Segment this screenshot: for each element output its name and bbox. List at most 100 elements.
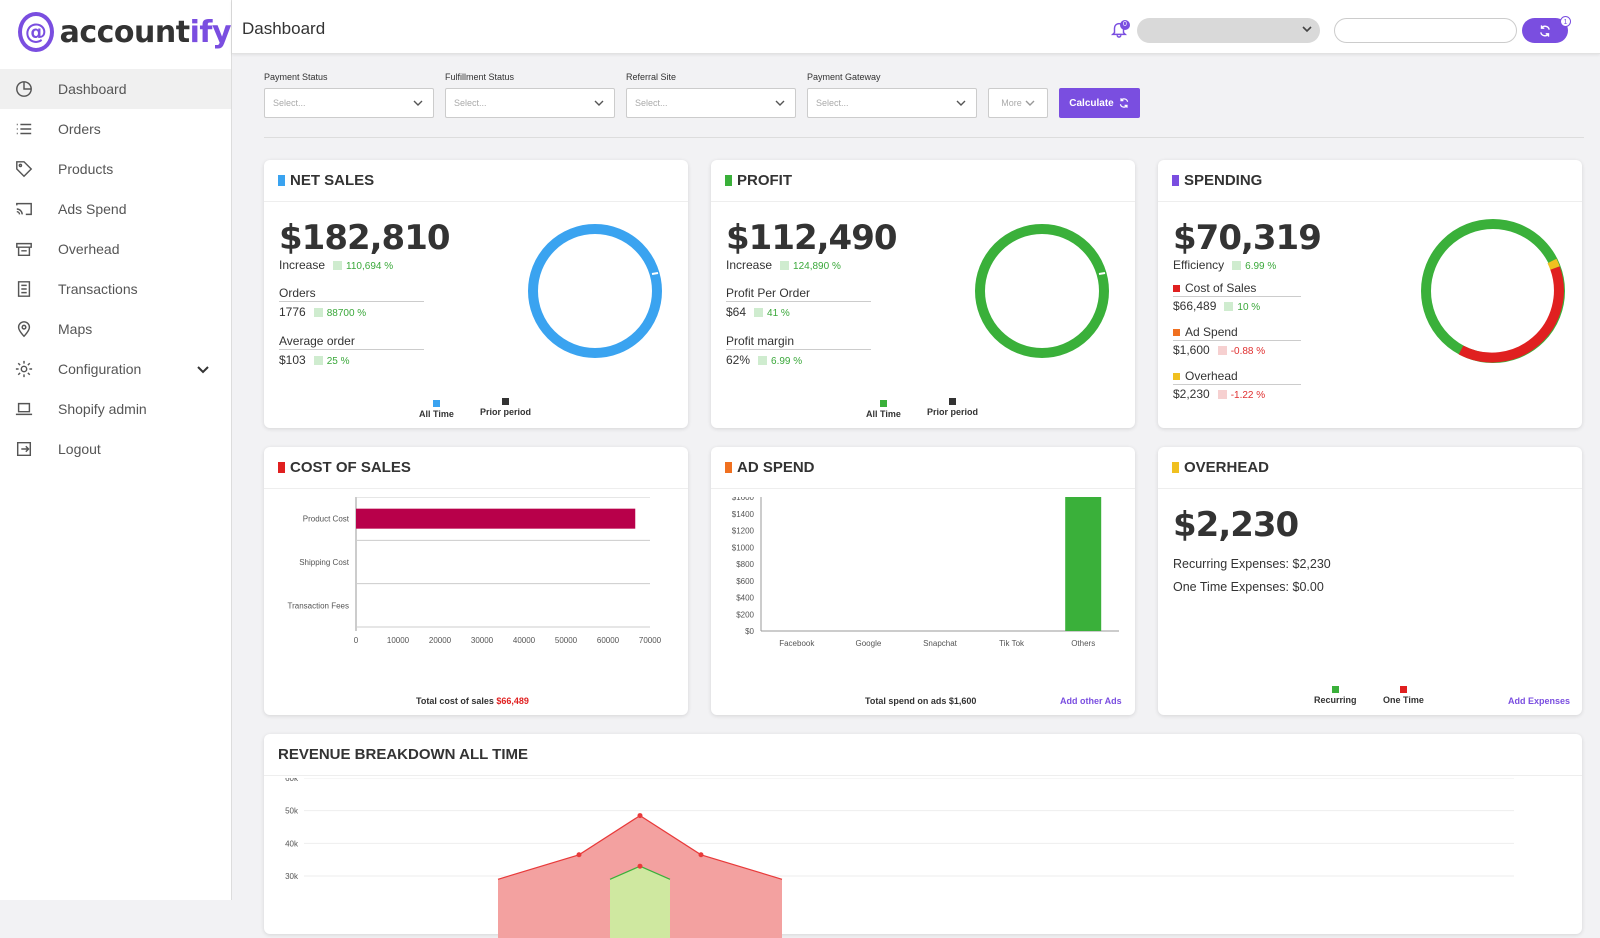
more-filters-button[interactable]: More (988, 88, 1048, 118)
area-fill-green (610, 866, 670, 938)
sidebar-item-maps[interactable]: Maps (0, 309, 231, 349)
sidebar-item-label: Overhead (58, 241, 120, 257)
revenue-breakdown-card: REVENUE BREAKDOWN ALL TIME 30k 40k 50k 60k (264, 734, 1582, 938)
sidebar-item-ads-spend[interactable]: Ads Spend (0, 189, 231, 229)
legend-prior: Prior period (927, 398, 978, 417)
x-tick-label: 20000 (429, 636, 452, 645)
recurring-expenses: Recurring Expenses: $2,230 (1173, 557, 1331, 571)
x-tick-label: Tik Tok (999, 639, 1025, 648)
y-tick-label: 60k (285, 778, 299, 783)
referral-site-select[interactable]: Select... (626, 88, 796, 118)
sidebar-item-configuration[interactable]: Configuration (0, 349, 231, 389)
avg-order-label: Average order (279, 334, 424, 350)
sidebar-item-products[interactable]: Products (0, 149, 231, 189)
sidebar-item-dashboard[interactable]: Dashboard (0, 69, 231, 109)
payment-gateway-select[interactable]: Select... (807, 88, 977, 118)
x-tick-label: 0 (354, 636, 359, 645)
ad-spend-pct: -0.88 % (1230, 346, 1266, 357)
arrow-up-icon (780, 261, 790, 271)
sidebar-item-label: Maps (58, 321, 93, 337)
category-label: Shipping Cost (299, 558, 350, 567)
y-tick-label: $400 (736, 594, 754, 603)
card-title: NET SALES (290, 172, 375, 189)
calculate-button[interactable]: Calculate (1059, 88, 1140, 118)
overhead-row: $2,230 -1.22 % (1173, 387, 1265, 401)
y-tick-label: 50k (285, 807, 299, 816)
sync-badge: 1 (1560, 16, 1571, 27)
calculate-label: Calculate (1069, 97, 1114, 109)
select-placeholder: Select... (816, 98, 849, 108)
y-tick-label: $1000 (732, 543, 755, 552)
tag-icon (14, 159, 34, 179)
card-title: COST OF SALES (290, 459, 411, 476)
sidebar: @ accountify Dashboard Orders Products A… (0, 0, 232, 900)
arrow-down-icon (1217, 346, 1227, 356)
donut-divider (651, 272, 659, 275)
color-marker (278, 462, 285, 473)
arrow-down-icon (1217, 390, 1227, 400)
logo-text: accountify (59, 14, 232, 50)
payment-status-select[interactable]: Select... (264, 88, 434, 118)
logo[interactable]: @ accountify (0, 0, 232, 64)
footnote-value: $66,489 (496, 696, 529, 706)
efficiency-row: Efficiency 6.99 % (1173, 258, 1276, 272)
sidebar-item-orders[interactable]: Orders (0, 109, 231, 149)
sidebar-item-shopify-admin[interactable]: Shopify admin (0, 389, 231, 429)
sidebar-item-label: Dashboard (58, 81, 127, 97)
sidebar-item-overhead[interactable]: Overhead (0, 229, 231, 269)
label-text: Overhead (1185, 369, 1238, 383)
legend-label: Recurring (1314, 695, 1357, 705)
add-other-ads-link[interactable]: Add other Ads (1060, 696, 1122, 706)
sync-icon (1540, 24, 1550, 37)
logo-mark: @ (18, 12, 54, 52)
legend-dot (502, 398, 509, 405)
x-tick-label: 50000 (555, 636, 578, 645)
color-marker (1173, 329, 1180, 336)
sidebar-nav: Dashboard Orders Products Ads Spend Over… (0, 69, 231, 469)
arrow-up-icon (333, 261, 343, 271)
color-marker (1173, 285, 1180, 292)
x-tick-label: Others (1071, 639, 1095, 648)
top-bar: Dashboard 0 1 (232, 0, 1600, 54)
legend-label: Prior period (927, 407, 979, 417)
chevron-down-icon (775, 100, 785, 106)
card-header: SPENDING (1158, 160, 1582, 202)
donut-divider (1098, 272, 1106, 275)
legend-dot (949, 398, 956, 405)
ad-spend-footnote: Total spend on ads $1,600 (865, 696, 977, 706)
color-marker (1173, 373, 1180, 380)
card-title: PROFIT (737, 172, 792, 189)
color-marker (1172, 175, 1179, 186)
revenue-chart: 30k 40k 50k 60k (285, 778, 1514, 938)
footnote-text: Total cost of sales (416, 696, 494, 706)
store-select[interactable] (1137, 18, 1320, 43)
x-tick-label: Snapchat (923, 639, 958, 648)
legend-label: Prior period (480, 407, 532, 417)
fulfillment-status-select[interactable]: Select... (445, 88, 615, 118)
legend-all-time: All Time (419, 400, 454, 419)
donut-ring (528, 224, 662, 358)
category-label: Product Cost (303, 515, 350, 524)
net-sales-value: $182,810 (279, 218, 451, 258)
avg-order-pct: 25 % (326, 356, 350, 367)
chevron-down-icon (956, 100, 966, 106)
x-tick-label: 70000 (639, 636, 662, 645)
avg-order-row: $103 25 % (279, 353, 350, 367)
sidebar-item-transactions[interactable]: Transactions (0, 269, 231, 309)
logo-text-prefix: account (59, 14, 190, 50)
add-expenses-link[interactable]: Add Expenses (1508, 696, 1571, 706)
payment-gateway-filter: Payment Gateway Select... (807, 72, 977, 118)
increase-pct: 124,890 % (793, 261, 841, 272)
color-marker (725, 462, 732, 473)
search-input[interactable] (1334, 18, 1517, 43)
sidebar-item-logout[interactable]: Logout (0, 429, 231, 469)
profit-donut (975, 224, 1109, 358)
chevron-down-icon[interactable] (197, 361, 209, 377)
select-placeholder: Select... (273, 98, 306, 108)
store-icon (14, 239, 34, 259)
series-point-red (637, 813, 643, 819)
list-icon (14, 119, 34, 139)
legend-dot (1331, 686, 1339, 693)
x-tick-label: Facebook (779, 639, 815, 648)
legend-recurring: Recurring (1314, 686, 1357, 705)
